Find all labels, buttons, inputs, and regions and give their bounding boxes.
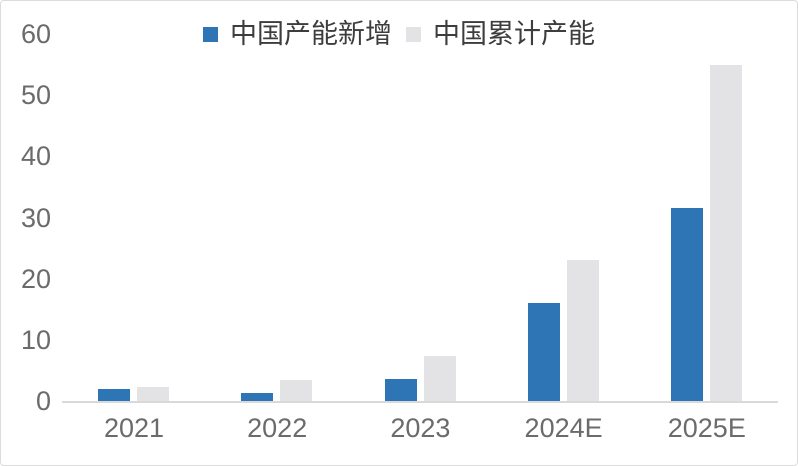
- y-tick-label: 10: [20, 324, 51, 355]
- y-tick-label: 40: [20, 141, 51, 172]
- x-tick-label: 2024E: [524, 413, 603, 443]
- bar: [527, 303, 560, 401]
- legend-swatch-icon: [406, 26, 421, 42]
- legend-swatch-icon: [203, 26, 218, 42]
- bar: [709, 64, 742, 401]
- legend-item: 中国累计产能: [406, 19, 595, 49]
- legend-label: 中国产能新增: [230, 19, 392, 49]
- bar: [566, 260, 599, 401]
- bar: [423, 356, 456, 401]
- y-tick-label: 20: [20, 263, 51, 294]
- plot-area: [62, 34, 778, 403]
- y-tick-label: 30: [20, 202, 51, 233]
- y-tick-label: 50: [20, 80, 51, 111]
- x-tick-label: 2021: [103, 413, 165, 443]
- legend-item: 中国产能新增: [203, 19, 392, 49]
- bar: [137, 386, 170, 401]
- x-tick-label: 2022: [247, 413, 308, 443]
- bar: [384, 378, 417, 401]
- x-tick-label: 2023: [390, 413, 451, 443]
- x-tick-label: 2025E: [667, 413, 746, 443]
- bar: [241, 393, 274, 401]
- bar: [670, 208, 703, 401]
- chart-legend: 中国产能新增 中国累计产能: [1, 19, 797, 49]
- bar: [280, 379, 313, 401]
- bar: [98, 388, 131, 401]
- y-tick-label: 60: [20, 19, 51, 49]
- y-tick-label: 0: [35, 386, 51, 416]
- legend-label: 中国累计产能: [433, 19, 595, 49]
